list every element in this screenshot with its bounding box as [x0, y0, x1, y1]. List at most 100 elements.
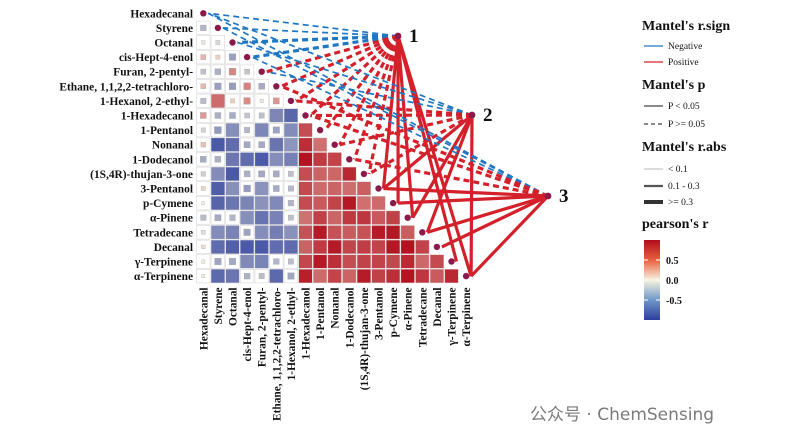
cell-terpinene-x-3-pentanol: [371, 269, 386, 284]
cell-cis-hept-4-enol-x-hexadecanal: [200, 54, 206, 60]
mantel-node-1: [394, 32, 402, 40]
cell-terpinene-x-cis-hept-4-enol: [243, 272, 251, 280]
cell-3-pentanol-x-1s-4r-thujan-3-one: [356, 181, 371, 196]
diagonal-node-1s-4r-thujan-3-one: [360, 170, 368, 178]
cell-tetradecane-x-1-dodecanol: [342, 225, 357, 240]
cell-1-dodecanol-x-styrene: [214, 156, 222, 163]
cell-terpinene-x-1-pentanol: [313, 269, 328, 284]
row-label-1-dodecanol: 1-Dodecanol: [132, 154, 193, 166]
cell-nonanal-x-octanal: [225, 137, 240, 152]
cell-p-cymene-x-furan-2-pentyl: [254, 196, 269, 211]
cell-decanal-x-styrene: [210, 239, 225, 254]
mantel-link-1-styrene: [222, 27, 399, 37]
cell-p-cymene-x-1-dodecanol: [342, 196, 357, 211]
cell-nonanal-x-1-pentanol: [313, 137, 328, 152]
cell-terpinene-x-ethane-1-1-2-2-tetrachloro: [273, 258, 280, 265]
mantel-link-3-1-dodecanol: [354, 157, 549, 198]
cell-pinene-x-hexadecanal: [200, 214, 207, 221]
colorbar-tick-label-2: -0.5: [666, 296, 682, 307]
colorbar-title: pearson's r: [642, 217, 709, 232]
cell-nonanal-x-furan-2-pentyl: [258, 141, 265, 148]
cell-tetradecane-x-furan-2-pentyl: [254, 225, 269, 240]
cell-1-pentanol-x-furan-2-pentyl: [254, 123, 269, 138]
cell-terpinene-x-decanal: [429, 269, 444, 284]
mantel-link-2-1-hexadecanol: [310, 113, 473, 118]
cell-1s-4r-thujan-3-one-x-hexadecanal: [200, 171, 206, 177]
cell-1-pentanol-x-octanal: [225, 123, 240, 138]
cell-tetradecane-x-octanal: [225, 225, 240, 240]
cell-decanal-x-1s-4r-thujan-3-one: [356, 239, 371, 254]
cell-tetradecane-x-cis-hept-4-enol: [243, 228, 251, 236]
row-label-pinene: α-Pinene: [150, 213, 193, 225]
cell-tetradecane-x-1s-4r-thujan-3-one: [356, 225, 371, 240]
cell-cis-hept-4-enol-x-octanal: [229, 53, 236, 61]
column-label-pinene: α-Pinene: [403, 287, 415, 330]
cell-1-hexanol-2-ethyl-x-octanal: [230, 98, 235, 104]
watermark: 公众号 · ChemSensing: [530, 405, 715, 425]
legend-negative-label: Negative: [668, 42, 702, 52]
diagonal-node-tetradecane: [419, 229, 426, 236]
cell-terpinene-x-hexadecanal: [201, 259, 206, 264]
cell-decanal-x-1-hexadecanol: [298, 239, 313, 254]
cell-terpinene-x-3-pentanol: [371, 254, 386, 269]
cell-terpinene-x-1-dodecanol: [342, 269, 357, 284]
cell-1-hexanol-2-ethyl-x-furan-2-pentyl: [259, 99, 264, 103]
cell-terpinene-x-1-hexadecanol: [298, 269, 313, 284]
cell-pinene-x-1-pentanol: [313, 210, 328, 225]
cell-terpinene-x-p-cymene: [386, 254, 401, 269]
column-label-styrene: Styrene: [213, 287, 225, 324]
legend-rabs-thick-label: >= 0.3: [668, 198, 693, 208]
cell-terpinene-x-p-cymene: [386, 269, 401, 284]
cell-p-cymene-x-nonanal: [327, 196, 342, 211]
cell-decanal-x-p-cymene: [386, 239, 401, 254]
column-label-3-pentanol: 3-Pentanol: [374, 287, 386, 340]
cell-1-hexadecanol-x-furan-2-pentyl: [258, 112, 265, 119]
cell-pinene-x-nonanal: [327, 210, 342, 225]
correlation-heatmap: [196, 10, 470, 284]
cell-furan-2-pentyl-x-cis-hept-4-enol: [244, 69, 250, 75]
cell-nonanal-x-styrene: [210, 137, 225, 152]
cell-decanal-x-pinene: [400, 239, 415, 254]
cell-pinene-x-1-dodecanol: [342, 210, 357, 225]
diagonal-node-octanal: [229, 39, 236, 46]
cell-terpinene-x-nonanal: [327, 254, 342, 269]
cell-tetradecane-x-3-pentanol: [371, 225, 386, 240]
column-label-1-dodecanol: 1-Dodecanol: [344, 287, 356, 348]
cell-1-dodecanol-x-1-hexanol-2-ethyl: [283, 152, 298, 167]
cell-3-pentanol-x-styrene: [210, 181, 225, 196]
cell-tetradecane-x-1-pentanol: [313, 225, 328, 240]
mantel-link-1-cis-hept-4-enol: [251, 34, 399, 59]
cell-ethane-1-1-2-2-tetrachloro-x-cis-hept-4-enol: [243, 82, 251, 90]
mantel-link-1-ethane-1-1-2-2-tetrachloro: [280, 34, 399, 88]
cell-decanal-x-tetradecane: [415, 239, 430, 254]
cell-p-cymene-x-hexadecanal: [201, 201, 205, 205]
cell-terpinene-x-pinene: [400, 254, 415, 269]
cell-p-cymene-x-3-pentanol: [371, 196, 386, 211]
mantel-link-1-furan-2-pentyl: [266, 34, 399, 74]
cell-terpinene-x-terpinene: [444, 269, 459, 284]
mantel-link-3-cis-hept-4-enol: [251, 56, 549, 197]
cell-1s-4r-thujan-3-one-x-1-hexanol-2-ethyl: [288, 171, 294, 177]
cell-tetradecane-x-p-cymene: [386, 225, 401, 240]
mantel-links: [207, 12, 550, 278]
mantel-link-2-hexadecanal: [207, 12, 473, 116]
cell-terpinene-x-cis-hept-4-enol: [240, 254, 255, 269]
row-label-octanal: Octanal: [154, 38, 193, 50]
cell-terpinene-x-nonanal: [327, 269, 342, 284]
diagonal-node-furan-2-pentyl: [258, 68, 265, 75]
cell-pinene-x-1-hexanol-2-ethyl: [288, 214, 294, 221]
cell-decanal-x-hexadecanal: [201, 244, 206, 249]
cell-1-dodecanol-x-furan-2-pentyl: [254, 152, 269, 167]
mantel-link-1-pinene: [396, 35, 415, 218]
cell-1-hexanol-2-ethyl-x-cis-hept-4-enol: [243, 97, 251, 105]
cell-terpinene-x-hexadecanal: [201, 274, 206, 278]
cell-terpinene-x-tetradecane: [415, 254, 430, 269]
legend-rabs-medium-label: 0.1 - 0.3: [668, 182, 700, 192]
diagonal-node-3-pentanol: [375, 185, 382, 192]
row-label-tetradecane: Tetradecane: [133, 227, 193, 239]
colorbar-tick-label-0: 0.5: [666, 256, 679, 267]
cell-1-dodecanol-x-ethane-1-1-2-2-tetrachloro: [269, 152, 284, 167]
cell-1-hexadecanol-x-octanal: [229, 112, 236, 119]
mantel-link-3-ethane-1-1-2-2-tetrachloro: [280, 84, 549, 198]
